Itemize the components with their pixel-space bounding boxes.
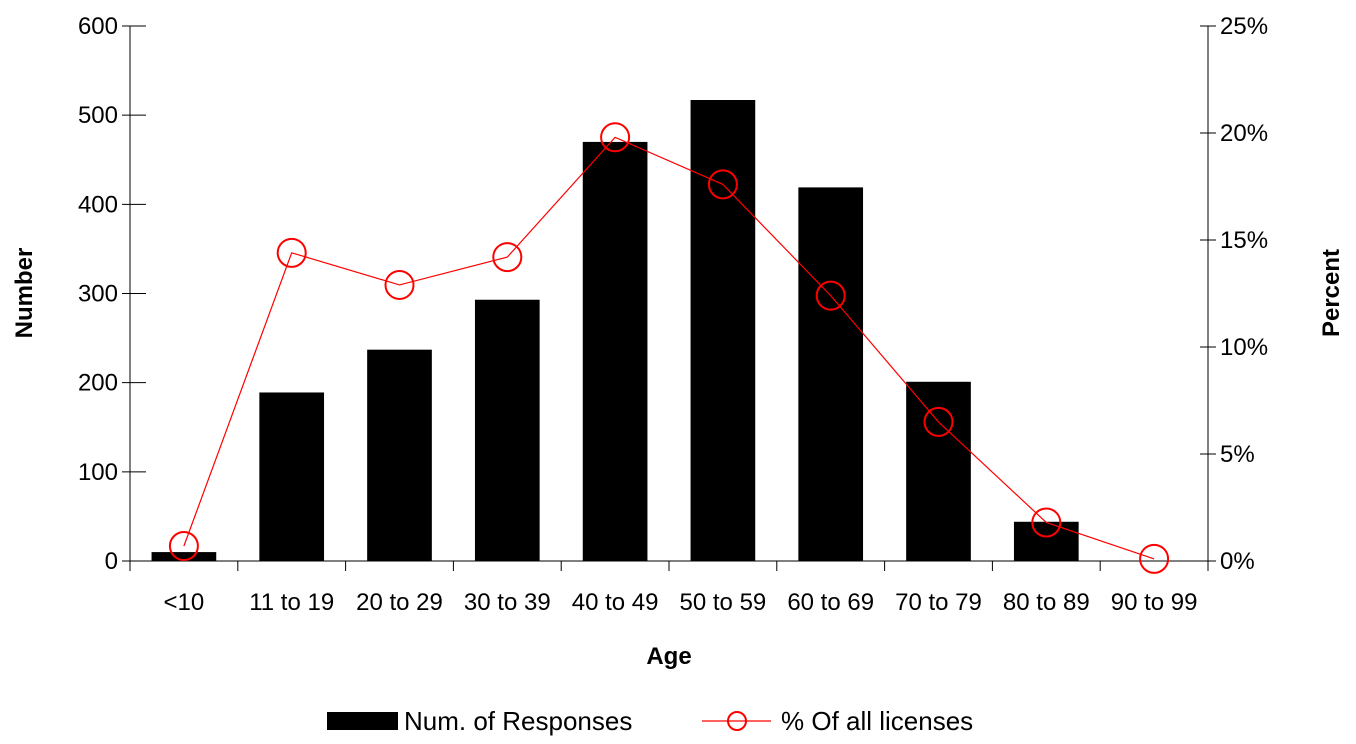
bar-4 <box>582 141 648 561</box>
bar-7 <box>906 381 971 561</box>
legend-line-marker <box>727 711 747 731</box>
x-tick-label-6: 60 to 69 <box>787 589 874 616</box>
x-tick-label-7: 70 to 79 <box>895 589 982 616</box>
legend-label-line: % Of all licenses <box>781 706 973 736</box>
y2-tick-label-2: 10% <box>1220 334 1268 361</box>
x-tick-label-4: 40 to 49 <box>572 589 659 616</box>
x-tick-label-2: 20 to 29 <box>356 589 443 616</box>
y-tick-label-6: 600 <box>78 13 118 40</box>
y2-tick-label-0: 0% <box>1220 548 1255 575</box>
percent-point-9 <box>1139 543 1170 574</box>
y2-tick-label-5: 25% <box>1220 13 1268 40</box>
y-tick-label-2: 200 <box>78 370 118 397</box>
percent-point-8 <box>1031 507 1062 538</box>
legend: Num. of Responses % Of all licenses <box>327 706 973 736</box>
percent-point-5 <box>707 169 738 200</box>
x-tick-label-5: 50 to 59 <box>680 589 767 616</box>
y2-axis-title: Percent <box>1318 249 1345 337</box>
percent-line <box>183 136 1155 560</box>
percent-point-0 <box>168 531 199 562</box>
y-tick-label-5: 500 <box>78 102 118 129</box>
x-axis-title: Age <box>646 643 691 670</box>
x-tick-label-0: <10 <box>164 589 205 616</box>
y-axis-title: Number <box>11 248 38 339</box>
bar-6 <box>798 187 864 561</box>
y-tick-label-0: 0 <box>105 548 118 575</box>
x-tick-label-3: 30 to 39 <box>464 589 551 616</box>
bar-0 <box>151 552 217 561</box>
bar-8 <box>1013 521 1079 561</box>
percent-point-6 <box>815 280 846 311</box>
y-tick-label-4: 400 <box>78 191 118 218</box>
y2-tick-label-4: 20% <box>1220 120 1268 147</box>
y-tick-label-1: 100 <box>78 459 118 486</box>
x-tick-label-9: 90 to 99 <box>1111 589 1198 616</box>
x-tick-label-1: 11 to 19 <box>249 589 334 616</box>
bar-3 <box>474 299 540 561</box>
bar-5 <box>690 100 756 561</box>
percent-point-7 <box>923 406 954 437</box>
bar-2 <box>367 349 432 561</box>
percent-point-1 <box>276 237 307 268</box>
percent-point-3 <box>492 242 523 273</box>
y2-tick-label-3: 15% <box>1220 227 1268 254</box>
y-tick-label-3: 300 <box>78 281 118 308</box>
legend-bar-swatch <box>327 712 398 730</box>
percent-point-4 <box>600 122 631 153</box>
x-tick-label-8: 80 to 89 <box>1003 589 1090 616</box>
legend-label-bars: Num. of Responses <box>404 706 632 736</box>
y2-tick-label-1: 5% <box>1220 441 1255 468</box>
percent-point-2 <box>384 269 415 300</box>
bar-1 <box>259 392 325 561</box>
